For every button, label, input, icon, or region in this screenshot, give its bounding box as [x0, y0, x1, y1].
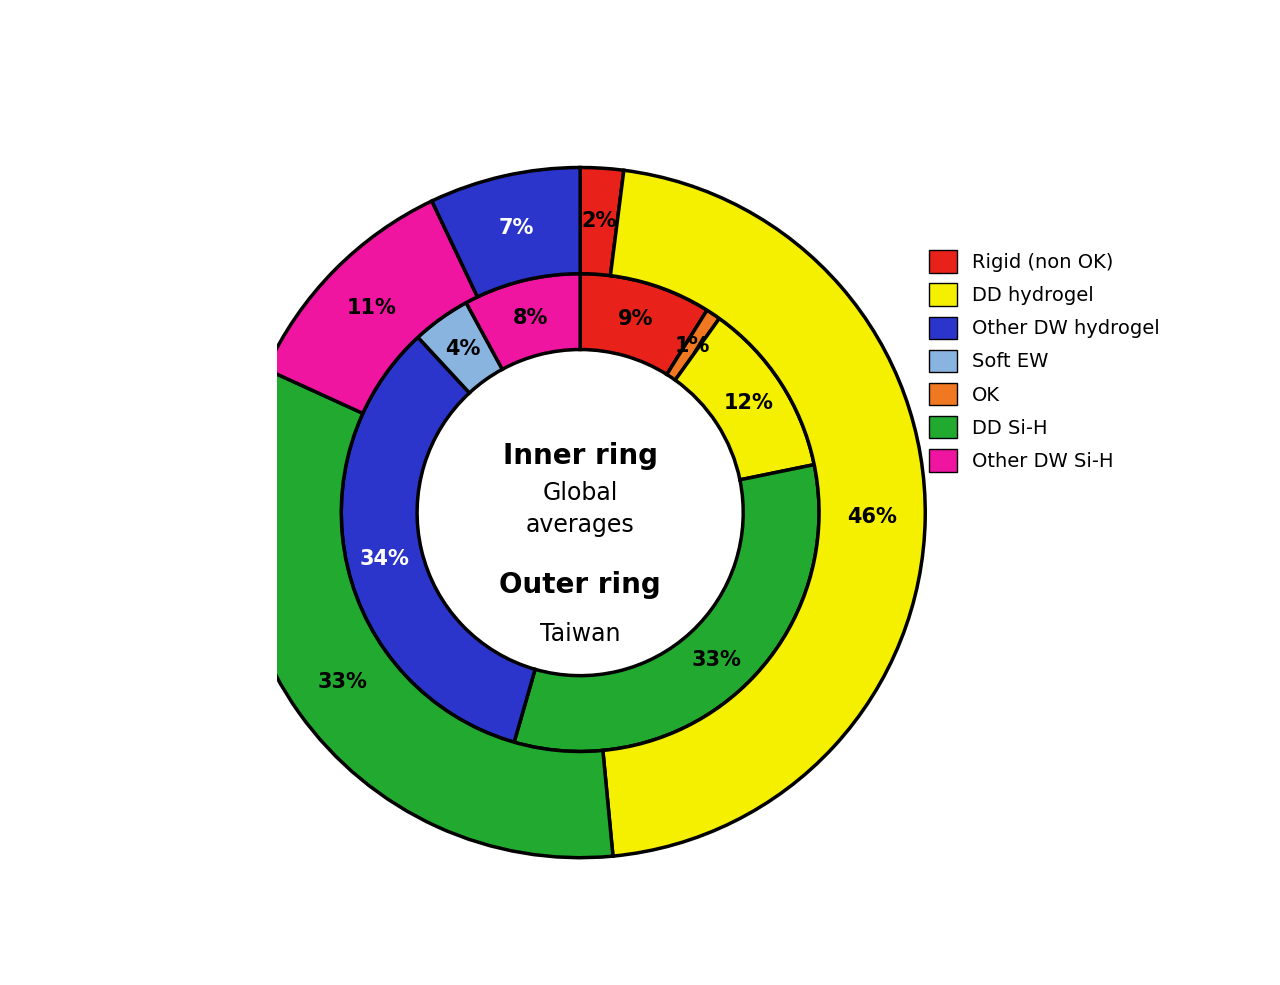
Text: 7%: 7% [498, 218, 534, 237]
Wedge shape [417, 302, 502, 393]
Wedge shape [580, 167, 623, 276]
Text: 11%: 11% [347, 297, 397, 318]
Wedge shape [667, 310, 719, 380]
Text: Global
averages: Global averages [526, 481, 635, 537]
Text: 2%: 2% [581, 211, 617, 231]
Text: 9%: 9% [618, 309, 653, 329]
Wedge shape [236, 369, 613, 858]
Text: Inner ring: Inner ring [503, 441, 658, 470]
Wedge shape [342, 337, 535, 743]
Text: 33%: 33% [691, 650, 741, 670]
Text: 1%: 1% [675, 336, 710, 356]
Wedge shape [580, 274, 707, 374]
Text: 8%: 8% [513, 307, 548, 328]
Text: 34%: 34% [360, 549, 410, 569]
Text: 12%: 12% [723, 393, 773, 414]
Wedge shape [675, 318, 814, 480]
Wedge shape [431, 167, 580, 296]
Text: 33%: 33% [317, 672, 367, 692]
Text: 46%: 46% [847, 507, 897, 527]
Legend: Rigid (non OK), DD hydrogel, Other DW hydrogel, Soft EW, OK, DD Si-H, Other DW S: Rigid (non OK), DD hydrogel, Other DW hy… [924, 244, 1166, 478]
Wedge shape [603, 170, 925, 856]
Text: Taiwan: Taiwan [540, 622, 621, 646]
Wedge shape [266, 201, 477, 414]
Text: 4%: 4% [445, 339, 481, 360]
Wedge shape [515, 465, 819, 752]
Text: Outer ring: Outer ring [499, 570, 660, 599]
Wedge shape [466, 274, 580, 369]
